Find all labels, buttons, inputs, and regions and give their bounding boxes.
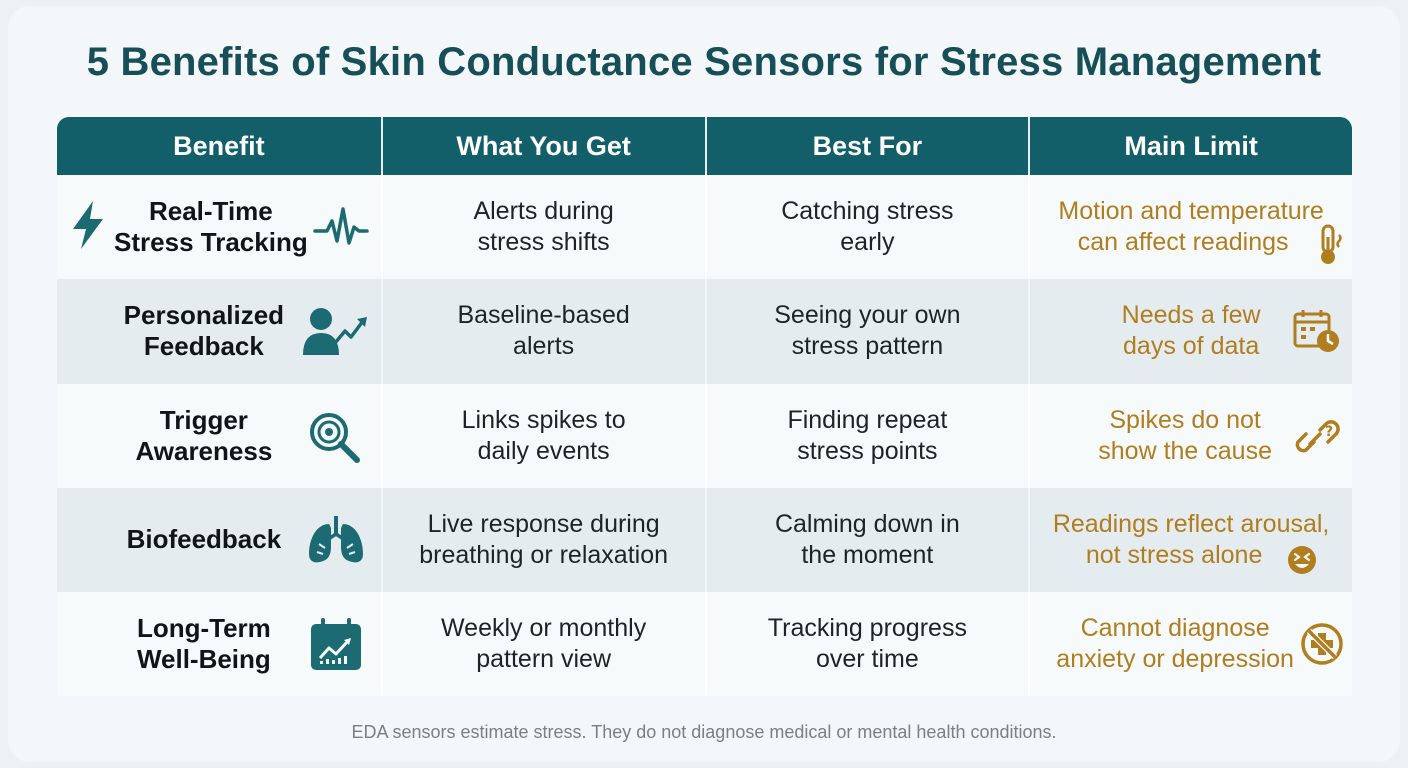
main-limit-cell: Readings reflect arousal, not stress alon…	[1028, 487, 1352, 592]
benefit-cell: Trigger Awareness	[57, 384, 381, 488]
table-row: Biofeedback Live response during breathin…	[57, 487, 1352, 592]
benefit-name: Long-Term Well-Being	[136, 613, 271, 675]
link-question-icon: ?	[1295, 419, 1341, 452]
calendar-chart-icon	[311, 618, 361, 670]
main-limit-cell: Spikes do not show the cause ?	[1028, 383, 1352, 488]
page-title: 5 Benefits of Skin Conductance Sensors f…	[86, 40, 1322, 84]
main-limit-cell: Needs a few days of data	[1028, 279, 1352, 384]
header-main-limit: Main Limit	[1028, 117, 1352, 175]
best-for-cell: Finding repeat stress points	[704, 383, 1029, 488]
benefit-cell: Long-Term Well-Being	[57, 592, 381, 696]
what-you-get-cell: Alerts during stress shifts	[380, 175, 705, 280]
thermometer-icon	[1321, 224, 1342, 264]
best-for-cell: Calming down in the moment	[704, 487, 1029, 592]
excited-face-icon	[1288, 545, 1317, 574]
benefit-cell: Biofeedback	[57, 488, 381, 592]
calendar-clock-icon	[1293, 310, 1340, 353]
table-row: Personalized Feedback Baseline-based alert…	[57, 279, 1352, 384]
best-for-cell: Tracking progress over time	[704, 592, 1029, 697]
table-row: Real-Time Stress Tracking Alerts during st…	[57, 175, 1352, 280]
benefit-name: Trigger Awareness	[135, 404, 273, 466]
benefit-cell: Personalized Feedback	[57, 279, 381, 383]
best-for-cell: Catching stress early	[704, 175, 1029, 280]
table-row: Long-Term Well-Being Weekly or monthly pat…	[57, 592, 1352, 697]
what-you-get-cell: Baseline-based alerts	[380, 279, 705, 384]
benefit-name: Real-Time Stress Tracking	[114, 196, 308, 258]
what-you-get-cell: Weekly or monthly pattern view	[380, 592, 705, 697]
main-limit-cell: Motion and temperature can affect reading…	[1028, 175, 1352, 280]
benefit-name: Biofeedback	[126, 524, 282, 555]
table-row: Trigger Awareness Links spikes to daily ev…	[57, 383, 1352, 488]
best-for-cell: Seeing your own stress pattern	[704, 279, 1029, 384]
main-limit-cell: Cannot diagnose anxiety or depression	[1028, 592, 1352, 697]
magnifier-target-icon	[310, 412, 360, 463]
what-you-get-cell: Live response during breathing or relaxat…	[380, 487, 705, 592]
lungs-icon	[309, 515, 363, 563]
benefits-table: Benefit What You Get Best For Main Limit…	[57, 117, 1352, 697]
footnote: EDA sensors estimate stress. They do not…	[351, 722, 1057, 742]
header-what-you-get: What You Get	[380, 117, 705, 175]
table-header-row: Benefit What You Get Best For Main Limit	[57, 117, 1352, 175]
header-best-for: Best For	[704, 117, 1029, 175]
benefit-name: Personalized Feedback	[123, 300, 285, 362]
no-medical-icon	[1301, 623, 1343, 665]
svg-text:?: ?	[1325, 424, 1333, 440]
heartbeat-icon	[313, 207, 369, 245]
header-benefit: Benefit	[173, 130, 265, 161]
what-you-get-cell: Links spikes to daily events	[380, 383, 705, 488]
user-trend-icon	[303, 308, 367, 356]
benefit-cell: Real-Time Stress Tracking	[57, 175, 381, 279]
lightning-icon	[73, 201, 103, 249]
